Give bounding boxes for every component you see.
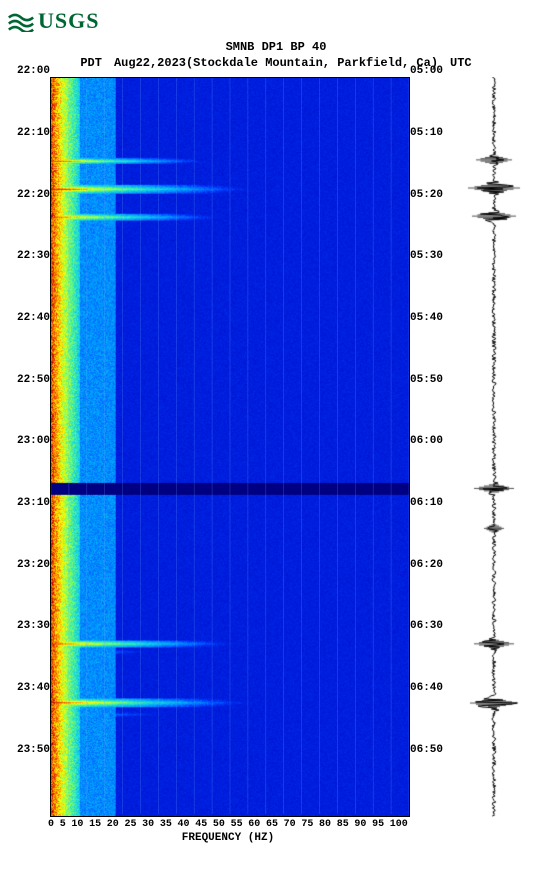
x-tick: 75 bbox=[301, 819, 313, 830]
x-tick: 45 bbox=[195, 819, 207, 830]
x-tick: 35 bbox=[160, 819, 172, 830]
x-tick: 80 bbox=[319, 819, 331, 830]
x-tick: 65 bbox=[266, 819, 278, 830]
plot-area: 22:0022:1022:2022:3022:4022:5023:0023:10… bbox=[8, 77, 544, 817]
wave-icon bbox=[8, 10, 34, 32]
x-tick: 30 bbox=[142, 819, 154, 830]
x-tick: 95 bbox=[372, 819, 384, 830]
x-tick: 50 bbox=[213, 819, 225, 830]
usgs-logo: USGS bbox=[8, 8, 544, 34]
x-tick: 25 bbox=[124, 819, 136, 830]
x-tick: 20 bbox=[107, 819, 119, 830]
x-tick: 0 bbox=[48, 819, 54, 830]
seismogram bbox=[464, 77, 524, 817]
y-axis-left: 22:0022:1022:2022:3022:4022:5023:0023:10… bbox=[8, 77, 50, 817]
x-ticks: 05 10 15 20 25 30 35 40 45 50 55 60 65 70 75 80 85 90 95 10… bbox=[48, 819, 408, 830]
y-axis-right: 05:0005:1005:2005:3005:4005:5006:0006:10… bbox=[410, 77, 454, 817]
chart-title: SMNB DP1 BP 40 bbox=[8, 40, 544, 56]
x-axis-label: FREQUENCY (HZ) bbox=[48, 832, 408, 844]
x-tick: 100 bbox=[390, 819, 408, 830]
x-axis: 05 10 15 20 25 30 35 40 45 50 55 60 65 70 75 80 85 90 95 10… bbox=[48, 819, 408, 844]
spectrogram bbox=[50, 77, 410, 817]
date-label: Aug22,2023 bbox=[114, 56, 186, 70]
x-tick: 90 bbox=[354, 819, 366, 830]
x-tick: 60 bbox=[248, 819, 260, 830]
x-tick: 85 bbox=[337, 819, 349, 830]
chart-title-block: SMNB DP1 BP 40 PDT Aug22,2023(Stockdale … bbox=[8, 40, 544, 71]
logo-text: USGS bbox=[38, 8, 99, 34]
station-label: (Stockdale Mountain, Parkfield, Ca) bbox=[186, 56, 438, 70]
x-tick: 10 bbox=[71, 819, 83, 830]
x-tick: 55 bbox=[231, 819, 243, 830]
x-tick: 5 bbox=[60, 819, 66, 830]
x-tick: 15 bbox=[89, 819, 101, 830]
x-tick: 40 bbox=[178, 819, 190, 830]
x-tick: 70 bbox=[284, 819, 296, 830]
tz-right-label: UTC bbox=[450, 56, 472, 72]
tz-left-label: PDT bbox=[80, 56, 102, 72]
